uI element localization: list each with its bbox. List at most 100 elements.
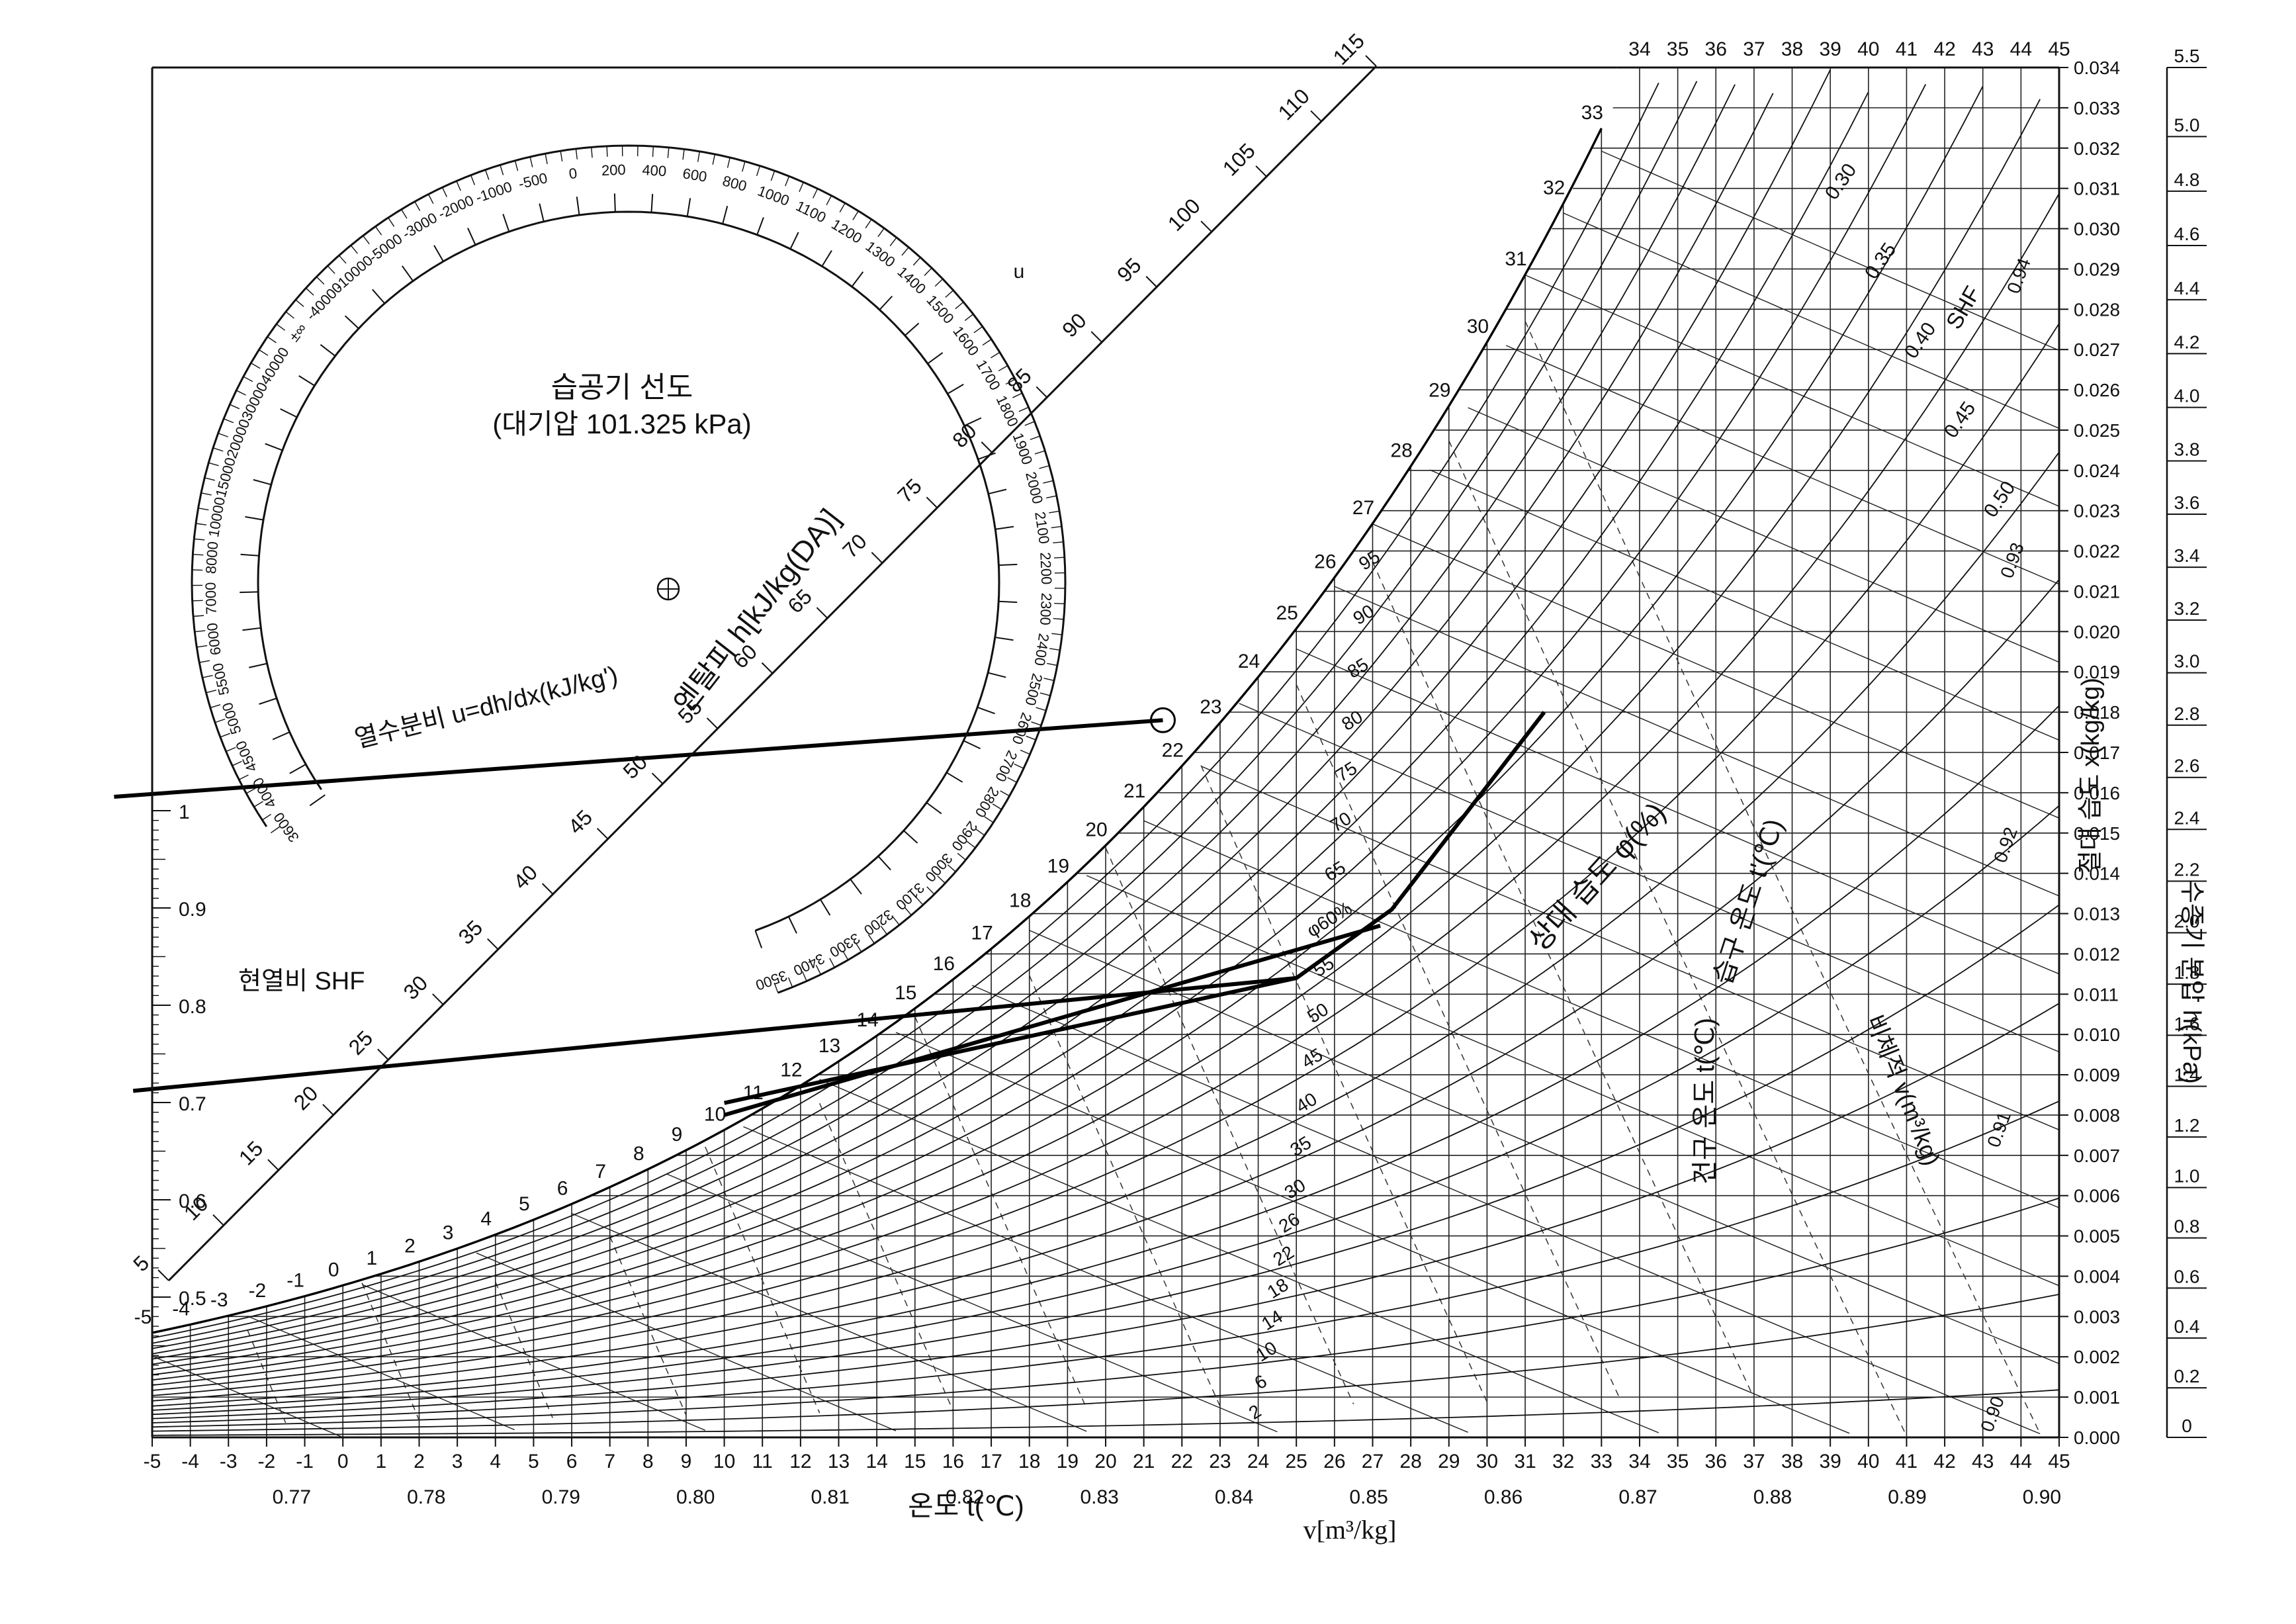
protractor-minor-tick — [456, 181, 461, 191]
enthalpy-tick-label: 105 — [1218, 138, 1260, 180]
protractor-tick — [502, 214, 510, 232]
shf-tick-label: 0.5 — [179, 1288, 206, 1310]
top-x-tick-label: 44 — [2010, 38, 2032, 60]
protractor-minor-tick — [1020, 749, 1031, 755]
y-tick-label: 0.014 — [2074, 864, 2120, 884]
rh-curve-label: 65 — [1321, 857, 1349, 885]
protractor-tick-label: 1500 — [923, 292, 957, 327]
enthalpy-tick — [267, 1159, 279, 1171]
x-tick-label: 21 — [1133, 1451, 1155, 1472]
enthalpy-tick — [651, 772, 664, 785]
protractor-tick — [467, 228, 476, 246]
enthalpy-tick-label: 100 — [1163, 194, 1205, 236]
saturation-tick-label: -4 — [172, 1298, 190, 1320]
shf-dashed-tick-label: 0.94 — [2003, 255, 2035, 296]
x-tick-label: 40 — [1857, 1451, 1879, 1472]
vapor-pressure-tick-label: 0.8 — [2174, 1216, 2200, 1237]
protractor-minor-tick — [867, 934, 875, 944]
vapor-pressure-tick-label: 3.0 — [2174, 651, 2200, 672]
rh-curve — [152, 83, 1927, 1371]
protractor-minor-tick — [400, 209, 408, 219]
protractor-minor-tick — [218, 432, 228, 437]
enthalpy-gridline — [1296, 648, 2060, 975]
protractor-minor-tick — [915, 897, 924, 905]
enthalpy-gridline — [1086, 875, 2060, 1286]
vapor-pressure-tick-label: 1.0 — [2174, 1166, 2200, 1187]
protractor-minor-tick — [193, 615, 204, 617]
protractor-minor-tick — [200, 492, 212, 496]
protractor-minor-tick — [984, 816, 994, 823]
enthalpy-gridline — [152, 1355, 343, 1438]
y-tick-label: 0.025 — [2074, 420, 2120, 441]
specific-volume-tick-label: 0.83 — [1080, 1486, 1118, 1508]
saturation-tick-label: 6 — [557, 1177, 568, 1199]
top-x-tick-label: 43 — [1972, 38, 1994, 60]
x-tick-label: 23 — [1209, 1451, 1231, 1472]
protractor-minor-tick — [829, 958, 835, 968]
y-tick-label: 0.020 — [2074, 621, 2120, 642]
protractor-minor-tick — [855, 942, 862, 952]
saturation-tick-label: 3 — [443, 1222, 454, 1244]
protractor-minor-tick — [982, 339, 992, 346]
top-x-tick-label: 38 — [1781, 38, 1803, 60]
protractor-tick-label: 2200 — [1037, 552, 1055, 585]
protractor-minor-tick — [842, 950, 849, 960]
protractor-tick-label: 3100 — [893, 880, 928, 913]
protractor-minor-tick — [245, 788, 256, 794]
vapor-pressure-axis-label: 수증기 분압 h(kPa) — [2178, 880, 2205, 1084]
protractor-minor-tick — [1007, 777, 1018, 783]
protractor-minor-tick — [947, 864, 956, 872]
enthalpy-tick — [377, 1048, 389, 1061]
y-tick-label: 0.024 — [2074, 461, 2120, 481]
rh-curve — [152, 93, 1774, 1355]
x-tick-label: 37 — [1743, 1451, 1765, 1472]
protractor-tick — [977, 452, 996, 460]
protractor-tick — [686, 198, 691, 217]
shf-curve-tick-label: 0.35 — [1861, 239, 1901, 283]
protractor-minor-tick — [802, 971, 807, 981]
protractor-tick — [926, 802, 942, 815]
specific-volume-tick-label: 0.82 — [946, 1486, 984, 1508]
x-tick-label: 13 — [828, 1451, 850, 1472]
rh-curve — [152, 81, 1698, 1344]
y-tick-label: 0.028 — [2074, 299, 2120, 320]
specific-volume-gridline — [1524, 320, 2041, 1434]
protractor-tick-label: 7000 — [202, 582, 220, 615]
protractor-minor-tick — [261, 813, 272, 821]
protractor-minor-tick — [957, 852, 966, 861]
chart-grid — [152, 67, 2060, 1438]
saturation-tick-label: -5 — [134, 1306, 152, 1328]
protractor-minor-tick — [388, 217, 395, 227]
protractor-minor-tick — [500, 164, 504, 175]
enthalpy-tick-label: 90 — [1057, 308, 1091, 342]
protractor-minor-tick — [712, 154, 716, 165]
rh-curve-label: 75 — [1332, 758, 1360, 786]
protractor-tick-label: 2700 — [992, 748, 1021, 784]
top-x-tick-label: 41 — [1896, 38, 1918, 60]
rh-curve — [152, 85, 1984, 1376]
protractor-tick-label: 1100 — [793, 197, 828, 226]
saturation-tick-label: 29 — [1429, 379, 1450, 401]
protractor-tick-label: 40000 — [257, 344, 292, 387]
x-tick-label: -1 — [296, 1451, 314, 1472]
enthalpy-gridline — [1601, 150, 2060, 351]
protractor-tick-label: -1000 — [474, 178, 514, 206]
specific-volume-gridline — [1372, 561, 1755, 1398]
saturation-tick-label: 15 — [895, 982, 916, 1004]
protractor-tick-label: 1000 — [756, 182, 792, 208]
enthalpy-tick-label: 95 — [1112, 253, 1146, 287]
protractor-minor-tick — [785, 175, 790, 187]
rh-curve-label: 85 — [1344, 654, 1372, 682]
protractor-minor-tick — [206, 690, 217, 694]
chart-subtitle: (대기압 101.325 kPa) — [492, 408, 751, 439]
protractor-minor-tick — [197, 645, 208, 648]
y-tick-label: 0.032 — [2074, 138, 2120, 159]
protractor-unit-label: u — [1014, 261, 1025, 283]
vapor-pressure-tick-label: 1.8 — [2174, 962, 2200, 983]
protractor-minor-tick — [1053, 557, 1065, 559]
protractor-tick-label: 400 — [642, 161, 667, 179]
shf-tick-label: 0.9 — [179, 899, 206, 921]
x-tick-label: 8 — [642, 1451, 654, 1472]
protractor-tick-label: 1800 — [993, 393, 1022, 429]
rh-curve — [152, 1389, 2060, 1436]
